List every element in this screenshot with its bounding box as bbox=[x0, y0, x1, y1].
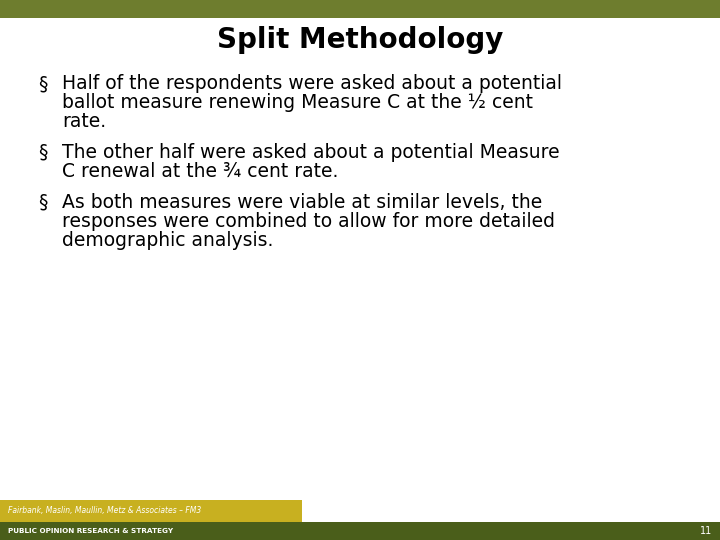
Text: demographic analysis.: demographic analysis. bbox=[62, 231, 274, 250]
Text: responses were combined to allow for more detailed: responses were combined to allow for mor… bbox=[62, 212, 555, 231]
Bar bbox=[0, 522, 720, 540]
Text: §: § bbox=[38, 74, 48, 93]
Text: §: § bbox=[38, 193, 48, 212]
Text: PUBLIC OPINION RESEARCH & STRATEGY: PUBLIC OPINION RESEARCH & STRATEGY bbox=[8, 528, 173, 534]
Text: Split Methodology: Split Methodology bbox=[217, 26, 503, 54]
Text: ballot measure renewing Measure C at the ½ cent: ballot measure renewing Measure C at the… bbox=[62, 93, 533, 112]
Text: The other half were asked about a potential Measure: The other half were asked about a potent… bbox=[62, 143, 559, 162]
Text: Fairbank, Maslin, Maullin, Metz & Associates – FM3: Fairbank, Maslin, Maullin, Metz & Associ… bbox=[8, 507, 202, 516]
Text: C renewal at the ¾ cent rate.: C renewal at the ¾ cent rate. bbox=[62, 162, 338, 181]
Bar bbox=[0, 500, 302, 522]
Text: rate.: rate. bbox=[62, 112, 106, 131]
Text: 11: 11 bbox=[700, 526, 712, 536]
Text: Half of the respondents were asked about a potential: Half of the respondents were asked about… bbox=[62, 74, 562, 93]
Text: As both measures were viable at similar levels, the: As both measures were viable at similar … bbox=[62, 193, 542, 212]
Bar bbox=[0, 0, 720, 18]
Text: §: § bbox=[38, 143, 48, 162]
